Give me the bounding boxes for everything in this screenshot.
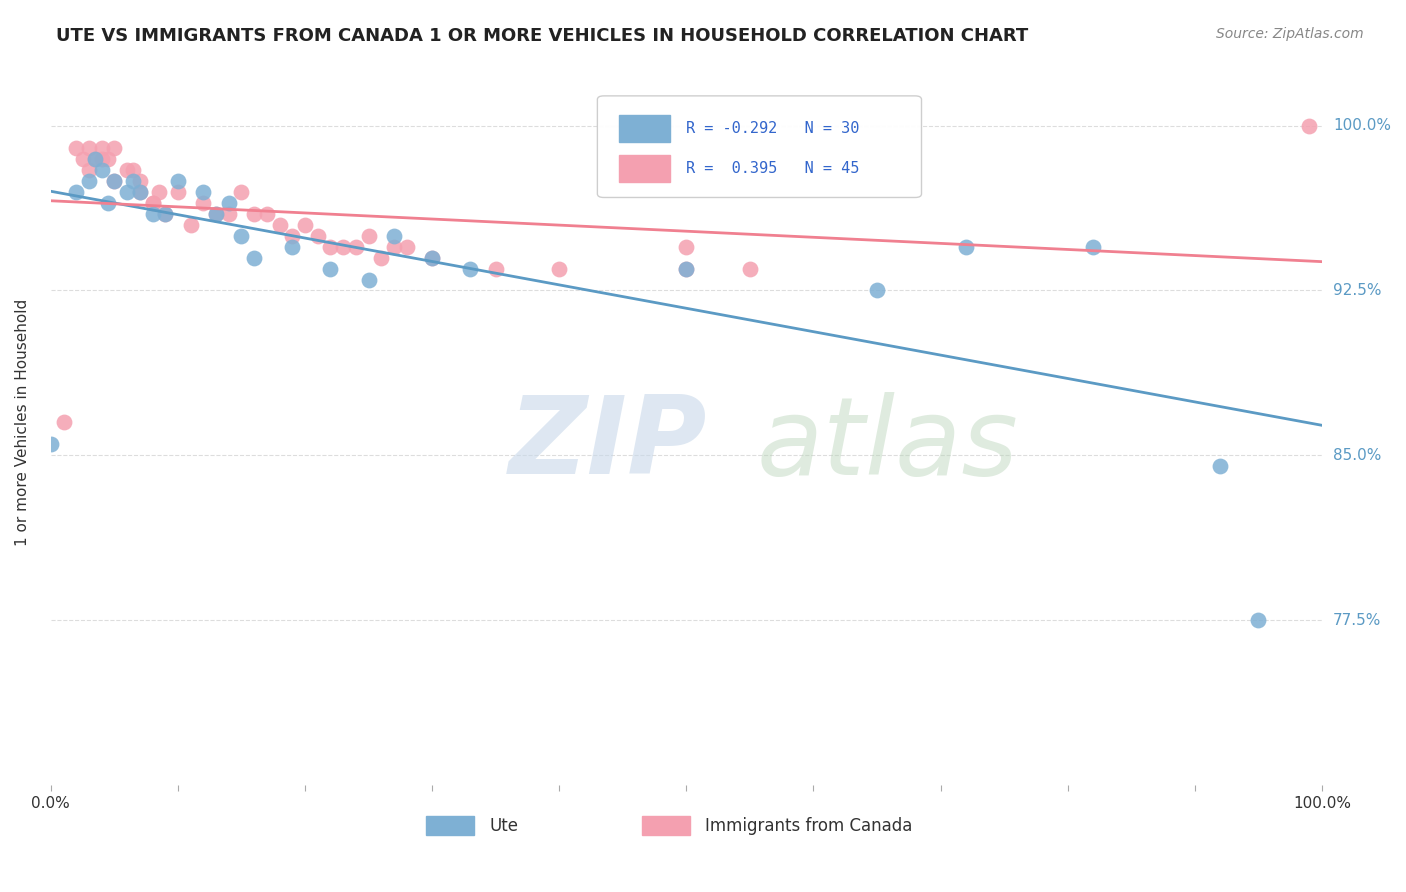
Point — [141, 206, 163, 220]
Point — [128, 185, 150, 199]
Point — [307, 228, 329, 243]
Text: Source: ZipAtlas.com: Source: ZipAtlas.com — [1216, 27, 1364, 41]
Point — [675, 261, 697, 276]
Point — [256, 206, 278, 220]
Point — [167, 185, 190, 199]
Point — [294, 218, 316, 232]
Point — [155, 206, 177, 220]
Text: R = -0.292   N = 30: R = -0.292 N = 30 — [686, 121, 859, 136]
Bar — [426, 816, 474, 835]
Point — [122, 162, 145, 177]
Text: Ute: Ute — [489, 816, 519, 835]
Point — [738, 261, 761, 276]
Point — [90, 140, 112, 154]
Text: 100.0%: 100.0% — [1333, 118, 1391, 133]
Point — [319, 261, 342, 276]
Y-axis label: 1 or more Vehicles in Household: 1 or more Vehicles in Household — [15, 299, 30, 546]
Point — [77, 173, 100, 187]
Point — [90, 152, 112, 166]
Point — [193, 185, 215, 199]
Point — [370, 251, 392, 265]
Point — [675, 261, 697, 276]
Point — [122, 173, 145, 187]
Point — [180, 218, 202, 232]
Point — [420, 251, 443, 265]
Bar — [619, 115, 669, 143]
Point — [205, 206, 228, 220]
Point — [382, 228, 405, 243]
Point — [243, 206, 266, 220]
Point — [675, 239, 697, 253]
Point — [548, 261, 571, 276]
Point — [243, 251, 266, 265]
Point — [141, 195, 163, 210]
Point — [218, 206, 240, 220]
Point — [231, 228, 253, 243]
Point — [77, 162, 100, 177]
Text: ZIP: ZIP — [509, 392, 707, 497]
Text: Immigrants from Canada: Immigrants from Canada — [706, 816, 912, 835]
Text: atlas: atlas — [756, 392, 1018, 497]
Point — [1247, 613, 1270, 627]
Point — [128, 185, 150, 199]
Point — [420, 251, 443, 265]
Point — [193, 195, 215, 210]
Point — [269, 218, 291, 232]
Point — [103, 173, 125, 187]
Bar — [643, 816, 690, 835]
Point — [84, 152, 107, 166]
Point — [52, 416, 75, 430]
Point — [39, 437, 62, 451]
Point — [332, 239, 354, 253]
Point — [1081, 239, 1104, 253]
Text: R =  0.395   N = 45: R = 0.395 N = 45 — [686, 161, 859, 176]
Point — [167, 173, 190, 187]
Point — [65, 185, 87, 199]
Point — [395, 239, 418, 253]
Point — [72, 152, 94, 166]
Point — [84, 152, 107, 166]
Point — [97, 152, 120, 166]
Point — [382, 239, 405, 253]
Point — [103, 173, 125, 187]
Point — [65, 140, 87, 154]
Text: UTE VS IMMIGRANTS FROM CANADA 1 OR MORE VEHICLES IN HOUSEHOLD CORRELATION CHART: UTE VS IMMIGRANTS FROM CANADA 1 OR MORE … — [56, 27, 1029, 45]
Point — [458, 261, 481, 276]
Point — [77, 140, 100, 154]
Point — [128, 173, 150, 187]
Text: 77.5%: 77.5% — [1333, 613, 1381, 628]
Point — [90, 162, 112, 177]
Point — [115, 185, 138, 199]
Point — [141, 195, 163, 210]
Point — [357, 228, 380, 243]
Point — [205, 206, 228, 220]
Point — [155, 206, 177, 220]
Point — [281, 228, 304, 243]
Point — [319, 239, 342, 253]
Bar — [619, 154, 669, 182]
Point — [148, 185, 170, 199]
Text: 85.0%: 85.0% — [1333, 448, 1381, 463]
Text: 92.5%: 92.5% — [1333, 283, 1382, 298]
FancyBboxPatch shape — [598, 95, 921, 197]
Point — [485, 261, 508, 276]
Point — [1209, 459, 1232, 474]
Point — [103, 140, 125, 154]
Point — [955, 239, 977, 253]
Point — [1298, 119, 1320, 133]
Point — [97, 195, 120, 210]
Point — [281, 239, 304, 253]
Point — [218, 195, 240, 210]
Point — [357, 272, 380, 286]
Point — [866, 284, 889, 298]
Point — [115, 162, 138, 177]
Point — [231, 185, 253, 199]
Point — [344, 239, 367, 253]
